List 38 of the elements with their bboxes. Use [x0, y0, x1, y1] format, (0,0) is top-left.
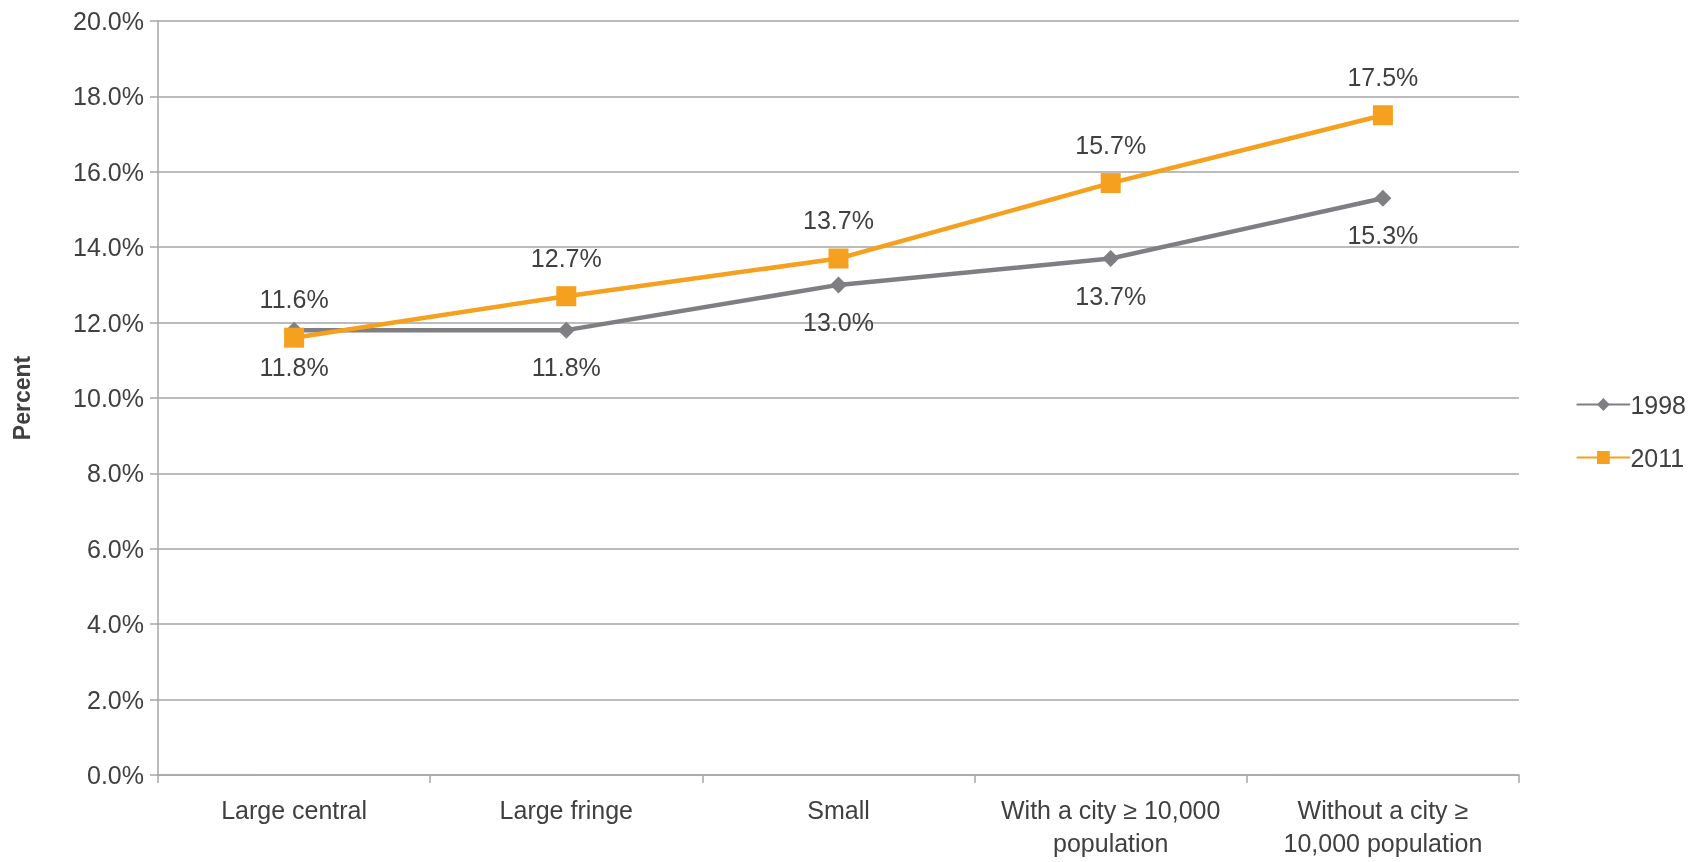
point [828, 248, 849, 269]
point [557, 321, 575, 339]
point [830, 276, 847, 294]
point [1102, 250, 1120, 268]
point [1372, 105, 1393, 126]
y-tick-label: 14.0% [73, 233, 144, 262]
legend-label: 1998 [1630, 390, 1687, 419]
data-label: 13.0% [803, 307, 874, 336]
x-tick-label: Small [807, 795, 870, 824]
y-axis-title: Percent [8, 355, 35, 441]
data-label: 11.8% [259, 353, 329, 382]
point [1374, 189, 1392, 207]
point [556, 286, 577, 307]
x-tick-label: Without a city ≥ 10,000 population [1283, 795, 1483, 857]
data-label: 13.7% [1075, 281, 1147, 310]
data-label: 15.3% [1347, 221, 1419, 250]
y-tick-label: 8.0% [87, 459, 144, 488]
legend-label: 2011 [1630, 443, 1685, 472]
data-label: 12.7% [530, 243, 602, 272]
y-tick-label: 20.0% [73, 7, 144, 35]
point [284, 327, 305, 348]
y-tick-label: 18.0% [73, 82, 144, 111]
data-label: 15.7% [1075, 130, 1147, 159]
data-label: 13.7% [803, 206, 874, 235]
data-label: 11.6% [259, 285, 329, 314]
y-tick-label: 0.0% [87, 761, 144, 789]
y-tick-label: 2.0% [87, 685, 144, 714]
x-tick-label: Large central [221, 795, 368, 824]
y-tick-label: 16.0% [73, 157, 144, 186]
data-label: 11.8% [531, 353, 601, 382]
x-tick-label: Large fringe [499, 795, 634, 824]
y-tick-label: 10.0% [73, 384, 144, 412]
y-tick-label: 12.0% [73, 308, 144, 337]
y-tick-label: 6.0% [87, 534, 144, 563]
point [1100, 173, 1121, 194]
y-tick-label: 4.0% [87, 610, 144, 639]
data-label: 17.5% [1347, 62, 1419, 91]
x-tick-label: With a city ≥ 10,000 population [1001, 795, 1221, 857]
